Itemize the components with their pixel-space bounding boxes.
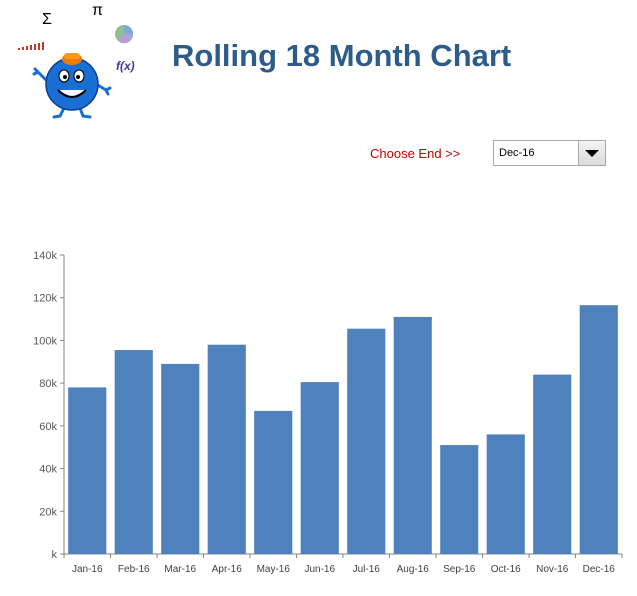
choose-end-label: Choose End >> bbox=[370, 146, 461, 161]
bar bbox=[347, 328, 386, 554]
bar-chart: k 20k 40k 60k 80k 100k 120k 140k Jan-16 Feb-16 Mar… bbox=[33, 250, 623, 575]
bar bbox=[254, 410, 293, 554]
bar bbox=[486, 434, 525, 554]
bar bbox=[579, 305, 618, 554]
bar bbox=[207, 344, 246, 554]
x-tick-label: May-16 bbox=[257, 564, 291, 575]
x-tick-label: Mar-16 bbox=[164, 564, 196, 575]
bar bbox=[393, 316, 432, 554]
logo: Σ π f(x) bbox=[18, 2, 135, 119]
bar bbox=[114, 350, 153, 554]
bar bbox=[161, 363, 200, 554]
x-tick-label: Feb-16 bbox=[118, 564, 150, 575]
sigma-symbol: Σ bbox=[42, 11, 52, 28]
page-title: Rolling 18 Month Chart bbox=[172, 38, 512, 73]
y-tick-label: k bbox=[52, 549, 58, 561]
y-tick-label: 40k bbox=[39, 464, 57, 476]
x-tick-label: Nov-16 bbox=[536, 564, 569, 575]
x-tick-label: Apr-16 bbox=[212, 564, 242, 575]
end-month-select-value: Dec-16 bbox=[499, 147, 535, 159]
x-tick-label: Dec-16 bbox=[583, 564, 616, 575]
y-tick-label: 120k bbox=[33, 293, 57, 305]
bar-signal-icon bbox=[18, 42, 44, 50]
bar bbox=[440, 445, 479, 554]
x-tick-label: Oct-16 bbox=[491, 564, 521, 575]
fx-symbol: f(x) bbox=[116, 59, 135, 73]
end-month-select[interactable]: Dec-16 bbox=[493, 140, 606, 166]
y-tick-label: 20k bbox=[39, 506, 57, 518]
y-tick-label: 60k bbox=[39, 421, 57, 433]
pi-symbol: π bbox=[92, 2, 103, 19]
x-tick-label: Jun-16 bbox=[304, 564, 335, 575]
x-tick-label: Sep-16 bbox=[443, 564, 476, 575]
x-tick-label: Aug-16 bbox=[397, 564, 430, 575]
y-tick-label: 100k bbox=[33, 335, 57, 347]
chevron-down-icon bbox=[585, 150, 599, 157]
bar bbox=[300, 382, 339, 554]
x-tick-label: Jul-16 bbox=[353, 564, 381, 575]
pie-chart-icon bbox=[115, 25, 134, 44]
x-tick-label: Jan-16 bbox=[72, 564, 103, 575]
y-tick-label: 140k bbox=[33, 250, 57, 262]
dropdown-button[interactable] bbox=[578, 141, 605, 165]
character-icon bbox=[32, 53, 112, 119]
bar bbox=[533, 374, 572, 554]
bar bbox=[68, 387, 107, 554]
y-tick-label: 80k bbox=[39, 378, 57, 390]
